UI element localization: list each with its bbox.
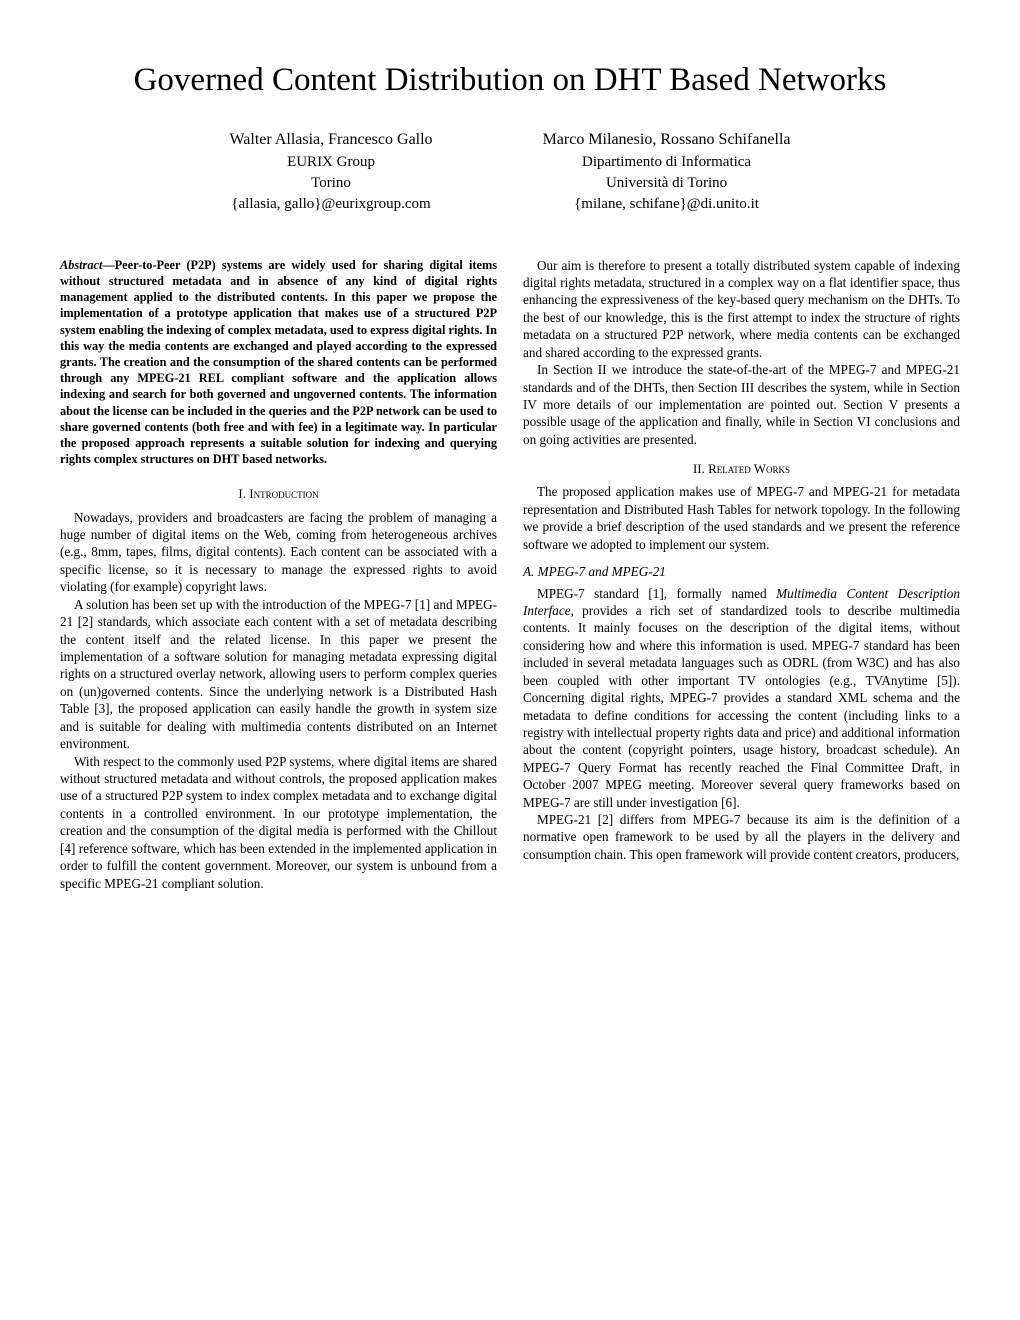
author-affil-right-1: Dipartimento di Informatica — [543, 152, 791, 173]
authors-row: Walter Allasia, Francesco Gallo EURIX Gr… — [60, 129, 960, 214]
author-names-right: Marco Milanesio, Rossano Schifanella — [543, 129, 791, 151]
author-email-right: {milane, schifane}@di.unito.it — [543, 194, 791, 215]
author-block-right: Marco Milanesio, Rossano Schifanella Dip… — [543, 129, 791, 214]
section-heading-introduction: I. Introduction — [60, 485, 497, 502]
column-left: Abstract—Peer-to-Peer (P2P) systems are … — [60, 257, 497, 892]
abstract: Abstract—Peer-to-Peer (P2P) systems are … — [60, 257, 497, 468]
column-right: Our aim is therefore to present a totall… — [523, 257, 960, 892]
mpeg7-paragraph: MPEG-7 standard [1], formally named Mult… — [523, 585, 960, 811]
subsection-heading-mpeg: A. MPEG-7 and MPEG-21 — [523, 563, 960, 580]
related-works-intro: The proposed application makes use of MP… — [523, 483, 960, 553]
outline-paragraph: In Section II we introduce the state-of-… — [523, 361, 960, 448]
two-column-body: Abstract—Peer-to-Peer (P2P) systems are … — [60, 257, 960, 892]
author-names-left: Walter Allasia, Francesco Gallo — [229, 129, 432, 151]
section-heading-related-works: II. Related Works — [523, 460, 960, 477]
abstract-lead: Abstract — [60, 258, 102, 272]
abstract-text: —Peer-to-Peer (P2P) systems are widely u… — [60, 258, 497, 467]
intro-paragraph-1: Nowadays, providers and broadcasters are… — [60, 509, 497, 596]
mpeg7-text-a: MPEG-7 standard [1], formally named — [537, 586, 776, 601]
author-email-left: {allasia, gallo}@eurixgroup.com — [229, 194, 432, 215]
mpeg7-text-b: , provides a rich set of standardized to… — [523, 603, 960, 810]
paper-title: Governed Content Distribution on DHT Bas… — [60, 60, 960, 101]
author-affil-left-2: Torino — [229, 173, 432, 194]
aim-paragraph: Our aim is therefore to present a totall… — [523, 257, 960, 362]
intro-paragraph-2: A solution has been set up with the intr… — [60, 596, 497, 753]
intro-paragraph-3: With respect to the commonly used P2P sy… — [60, 753, 497, 892]
author-block-left: Walter Allasia, Francesco Gallo EURIX Gr… — [229, 129, 432, 214]
author-affil-right-2: Università di Torino — [543, 173, 791, 194]
mpeg21-paragraph: MPEG-21 [2] differs from MPEG-7 because … — [523, 811, 960, 863]
author-affil-left-1: EURIX Group — [229, 152, 432, 173]
